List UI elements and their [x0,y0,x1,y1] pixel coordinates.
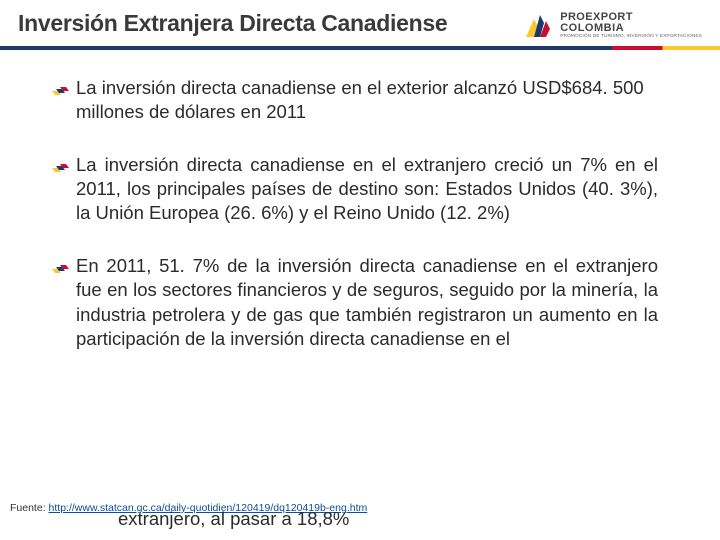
bullet-text: La inversión directa canadiense en el ex… [76,77,644,122]
bullet-text: La inversión directa canadiense en el ex… [76,154,658,224]
bullet-item: La inversión directa canadiense en el ex… [76,153,658,226]
logo-mark-icon [526,15,554,37]
flag-bullet-icon [52,259,70,271]
content-area: La inversión directa canadiense en el ex… [0,50,720,352]
bullet-text: En 2011, 51. 7% de la inversión directa … [76,255,658,349]
header: Inversión Extranjera Directa Canadiense … [0,0,720,40]
page-title: Inversión Extranjera Directa Canadiense [18,10,447,37]
flag-bullet-icon [52,158,70,170]
proexport-logo: PROEXPORT COLOMBIA PROMOCIÓN DE TURISMO,… [526,12,702,40]
flag-bullet-icon [52,81,70,93]
logo-sub-text: COLOMBIA [560,23,702,34]
bullet-item: En 2011, 51. 7% de la inversión directa … [76,254,658,352]
logo-text: PROEXPORT COLOMBIA PROMOCIÓN DE TURISMO,… [560,12,702,40]
source-label: Fuente: [10,502,49,514]
overflow-text: extranjero, al pasar a 18,8% [118,508,349,530]
bullet-item: La inversión directa canadiense en el ex… [76,76,658,125]
logo-tagline-text: PROMOCIÓN DE TURISMO, INVERSIÓN Y EXPORT… [560,35,702,40]
